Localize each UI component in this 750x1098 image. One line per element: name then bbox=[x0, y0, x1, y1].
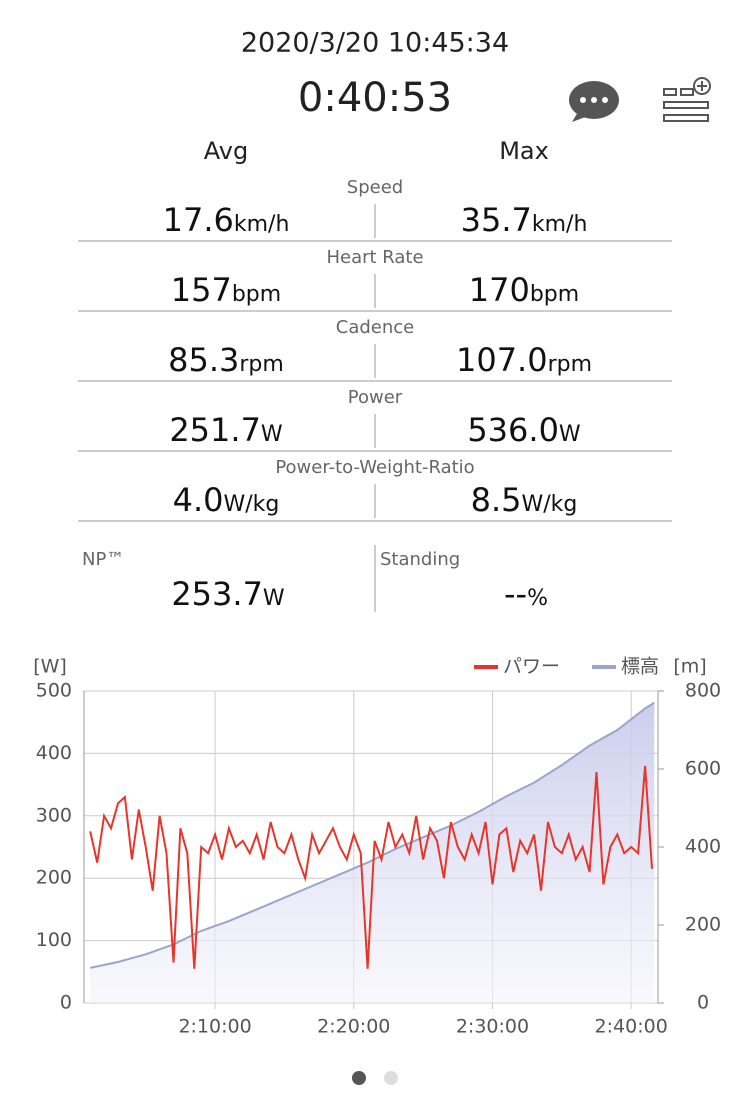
unit: km/h bbox=[234, 212, 290, 237]
x-tick-label: 2:30:00 bbox=[456, 1016, 529, 1038]
stat-label: Power bbox=[348, 387, 403, 408]
unit: % bbox=[527, 586, 548, 611]
stat-value: 35.7km/h bbox=[461, 201, 588, 239]
unit: bpm bbox=[232, 282, 281, 307]
y-tick-label: 500 bbox=[36, 680, 72, 702]
value: 8.5 bbox=[471, 481, 522, 519]
stat-value: 536.0W bbox=[467, 411, 581, 449]
unit: bpm bbox=[530, 282, 579, 307]
value: 170 bbox=[469, 271, 530, 309]
x-tick-label: 2:20:00 bbox=[317, 1016, 390, 1038]
chart: 0 100 200 300 400 500 0 200 400 600 800 2:10:00 2:20… bbox=[33, 656, 721, 1038]
x-tick-label: 2:10:00 bbox=[178, 1016, 251, 1038]
stat-label: Power-to-Weight-Ratio bbox=[275, 457, 474, 478]
stat-value: 85.3rpm bbox=[168, 341, 284, 379]
comment-button[interactable] bbox=[569, 81, 619, 122]
value: 536.0 bbox=[467, 411, 559, 449]
y-tick-label: 100 bbox=[36, 929, 72, 951]
stat-value: 17.6km/h bbox=[163, 201, 290, 239]
page-dot[interactable] bbox=[384, 1071, 398, 1085]
stat-value: 251.7W bbox=[169, 411, 283, 449]
unit: W bbox=[263, 586, 285, 611]
y-axis-label: [W] bbox=[33, 656, 67, 678]
unit: rpm bbox=[239, 352, 283, 377]
value: 35.7 bbox=[461, 201, 532, 239]
unit: W bbox=[261, 422, 283, 447]
stat-value: --% bbox=[504, 575, 548, 613]
value: 107.0 bbox=[456, 341, 548, 379]
stat-value: 253.7W bbox=[171, 575, 285, 613]
value: 253.7 bbox=[171, 575, 263, 613]
value: -- bbox=[504, 575, 527, 613]
stat-value: 107.0rpm bbox=[456, 341, 592, 379]
y-tick-label: 300 bbox=[36, 804, 72, 826]
legend-label: パワー bbox=[503, 656, 560, 678]
stat-label: Heart Rate bbox=[326, 247, 423, 268]
value: 251.7 bbox=[169, 411, 261, 449]
stat-value: 157bpm bbox=[171, 271, 281, 309]
value: 4.0 bbox=[173, 481, 224, 519]
value: 157 bbox=[171, 271, 232, 309]
stat-value: 8.5W/kg bbox=[471, 481, 578, 519]
page-dot-active[interactable] bbox=[352, 1071, 366, 1085]
unit: W/kg bbox=[522, 492, 578, 517]
unit: W/kg bbox=[224, 492, 280, 517]
y2-tick-label: 200 bbox=[685, 914, 721, 936]
x-tick-label: 2:40:00 bbox=[595, 1016, 668, 1038]
y2-tick-label: 400 bbox=[685, 836, 721, 858]
max-header: Max bbox=[499, 137, 549, 165]
stat-label: NP™ bbox=[82, 549, 124, 570]
add-field-button[interactable] bbox=[663, 77, 711, 122]
area bbox=[90, 702, 655, 1003]
y2-axis-label: [m] bbox=[673, 656, 706, 678]
y-tick-label: 0 bbox=[60, 992, 72, 1014]
y2-tick-label: 600 bbox=[685, 758, 721, 780]
unit: W bbox=[559, 422, 581, 447]
value: 85.3 bbox=[168, 341, 239, 379]
stat-value: 170bpm bbox=[469, 271, 579, 309]
y-tick-label: 400 bbox=[36, 742, 72, 764]
legend-label: 標高 bbox=[621, 656, 659, 678]
y-tick-label: 200 bbox=[36, 867, 72, 889]
stat-value: 4.0W/kg bbox=[173, 481, 280, 519]
stat-label: Standing bbox=[380, 549, 460, 570]
duration: 0:40:53 bbox=[298, 75, 452, 121]
stat-label: Cadence bbox=[336, 317, 414, 338]
series-line bbox=[89, 765, 653, 969]
datetime: 2020/3/20 10:45:34 bbox=[241, 28, 509, 59]
value: 17.6 bbox=[163, 201, 234, 239]
unit: km/h bbox=[532, 212, 588, 237]
avg-header: Avg bbox=[204, 137, 248, 165]
stat-label: Speed bbox=[347, 177, 403, 198]
unit: rpm bbox=[548, 352, 592, 377]
y2-tick-label: 0 bbox=[697, 992, 709, 1014]
y2-tick-label: 800 bbox=[685, 680, 721, 702]
